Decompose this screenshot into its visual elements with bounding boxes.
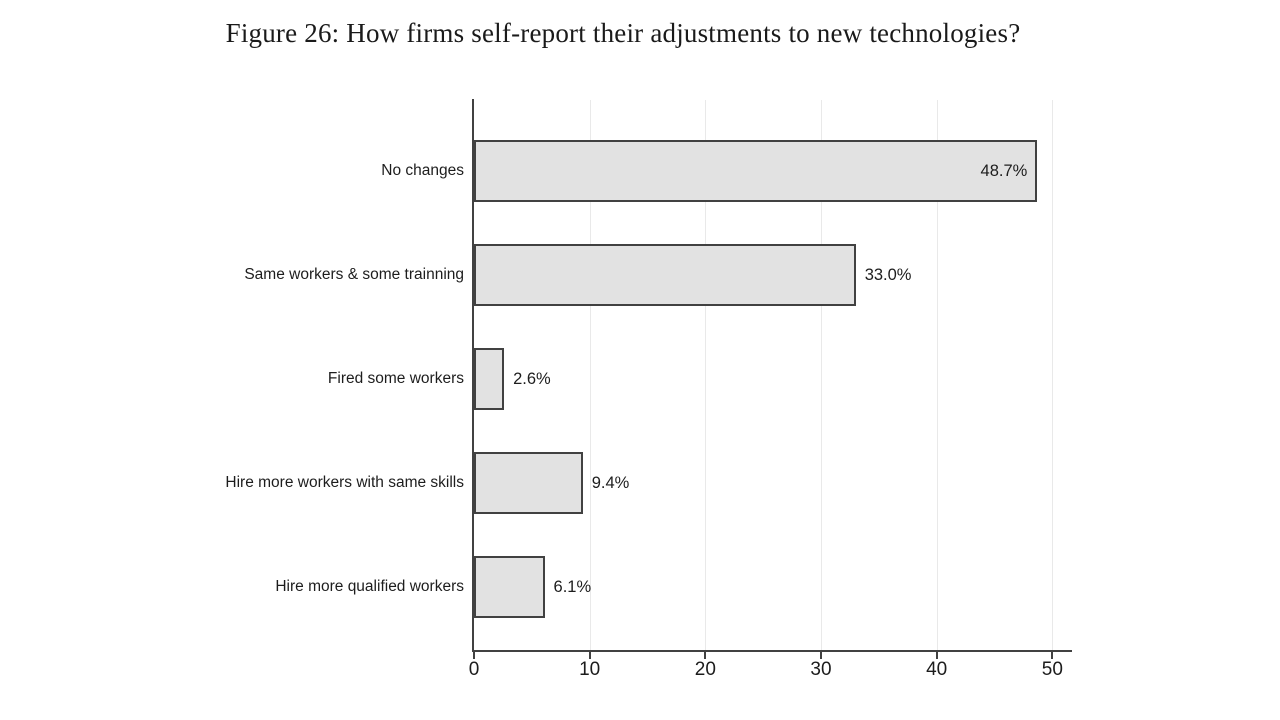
gridline [705,100,707,650]
category-label: Hire more workers with same skills [225,474,464,491]
x-tick-label: 50 [1041,659,1063,680]
bar-value-label: 2.6% [513,370,551,388]
gridline [1052,100,1054,650]
x-tick-label: 20 [694,659,716,680]
x-tick-mark [820,652,822,659]
bar-value-label: 9.4% [591,474,630,492]
x-tick-mark [704,652,707,659]
bar-value-label: 6.1% [553,578,592,596]
bar [474,556,545,618]
category-label: Same workers & some trainning [244,266,464,283]
x-tick-mark [1051,652,1054,659]
figure-caption: Figure 26: How firms self-report their a… [225,18,1021,48]
bar [474,348,505,410]
category-label: Fired some workers [327,370,464,387]
x-axis-line [472,650,1072,652]
x-tick-label: 30 [810,659,832,680]
category-label: No changes [381,162,464,179]
x-tick-label: 40 [926,659,948,680]
gridline [936,100,938,650]
x-tick-label: 10 [579,659,601,680]
bar-value-label: 48.7% [980,162,1028,180]
x-tick-mark [935,652,938,659]
bar-value-label: 33.0% [864,266,912,284]
gridline [821,100,822,650]
x-tick-label: 0 [468,659,480,680]
bar [474,140,1038,202]
x-tick-mark [588,652,591,659]
gridline [589,100,591,650]
x-tick-mark [473,652,475,659]
category-label: Hire more qualified workers [275,578,464,595]
y-axis-line [472,99,474,652]
bar [474,244,856,306]
bar [474,452,583,514]
